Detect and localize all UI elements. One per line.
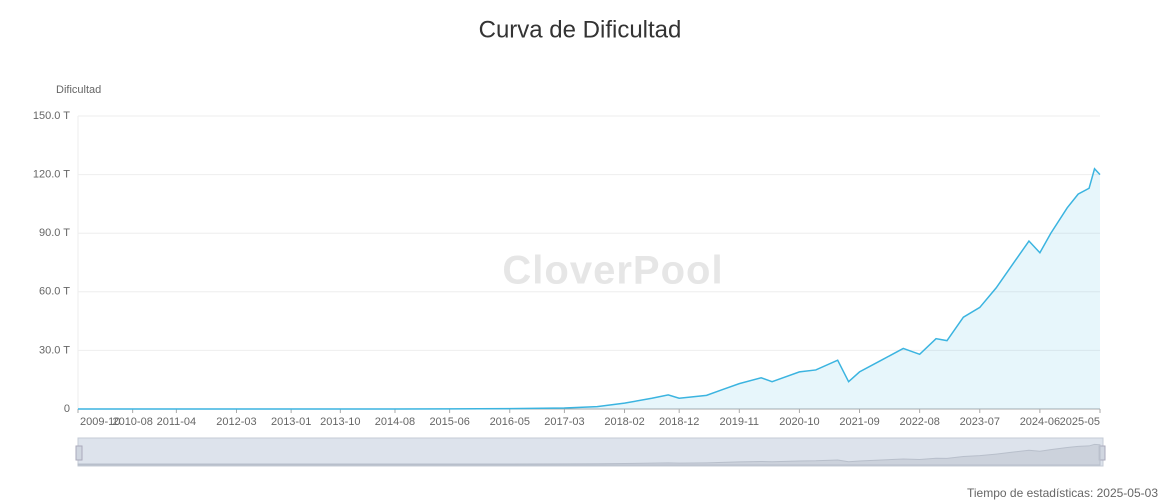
x-tick-label: 2017-03 (544, 416, 584, 428)
y-tick-label: 120.0 T (33, 169, 70, 181)
chart-title: Curva de Dificultad (479, 16, 682, 43)
x-tick-label: 2023-07 (960, 416, 1000, 428)
y-tick-label: 0 (64, 403, 70, 415)
x-tick-label: 2024-06 (1020, 416, 1060, 428)
y-tick-label: 30.0 T (39, 344, 70, 356)
x-tick-label: 2020-10 (779, 416, 819, 428)
x-tick-label: 2013-01 (271, 416, 311, 428)
x-tick-label: 2013-10 (320, 416, 360, 428)
zoom-handle-left[interactable] (75, 445, 83, 461)
x-tick-label: 2016-05 (490, 416, 530, 428)
zoom-shadow (77, 443, 1101, 466)
y-tick-label: 60.0 T (39, 286, 70, 298)
x-tick-label: 2015-06 (429, 416, 469, 428)
x-tick-label: 2018-12 (659, 416, 699, 428)
x-tick-label: 2018-02 (604, 416, 644, 428)
footer: Tiempo de estadísticas: 2025-05-03 (967, 486, 1158, 500)
x-tick-label: 2009-10 (80, 416, 120, 428)
line (78, 167, 1101, 410)
y-axis-title: Dificultad (56, 84, 101, 96)
x-tick-label: 2021-09 (839, 416, 879, 428)
x-tick-label: 2022-08 (899, 416, 939, 428)
x-tick-label: 2025-05 (1060, 416, 1100, 428)
y-tick-label: 150.0 T (33, 110, 70, 122)
x-tick-label: 2010-08 (112, 416, 152, 428)
x-tick-label: 2014-08 (375, 416, 415, 428)
watermark: CloverPool (502, 249, 723, 293)
x-tick-label: 2012-03 (216, 416, 256, 428)
y-tick-label: 90.0 T (39, 227, 70, 239)
area (78, 168, 1100, 409)
x-tick-label: 2019-11 (720, 416, 760, 428)
x-tick-label: 2011-04 (157, 416, 197, 428)
